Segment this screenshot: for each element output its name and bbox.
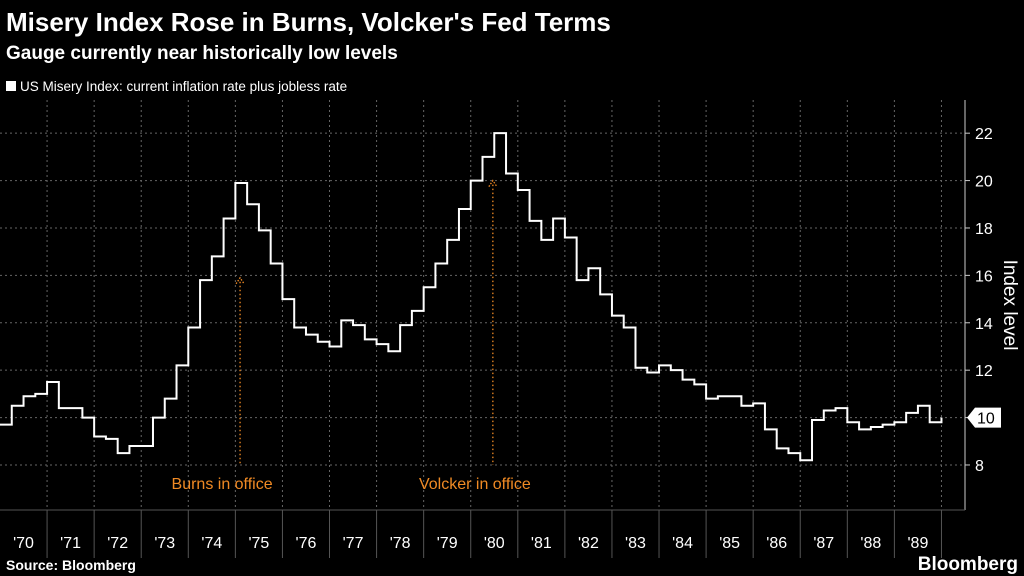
x-tick-label: '74 bbox=[201, 535, 222, 552]
x-tick-label: '89 bbox=[907, 535, 928, 552]
y-tick-label: 22 bbox=[975, 126, 993, 143]
x-tick-label: '86 bbox=[766, 535, 787, 552]
x-tick-label: '87 bbox=[813, 535, 834, 552]
annotation-arrowhead bbox=[488, 179, 498, 187]
x-tick-label: '84 bbox=[672, 535, 693, 552]
y-tick-label: 8 bbox=[975, 458, 984, 475]
x-tick-label: '81 bbox=[531, 535, 552, 552]
annotation-text: Burns in office bbox=[172, 476, 273, 493]
x-tick-label: '71 bbox=[60, 535, 81, 552]
x-tick-label: '75 bbox=[248, 535, 269, 552]
last-value-label: 10 bbox=[977, 411, 995, 428]
legend-swatch bbox=[6, 81, 16, 91]
last-value-marker bbox=[967, 407, 1001, 428]
x-tick-label: '80 bbox=[484, 535, 505, 552]
y-tick-label: 16 bbox=[975, 268, 993, 285]
y-tick-label: 12 bbox=[975, 363, 993, 380]
x-tick-label: '78 bbox=[390, 535, 411, 552]
x-tick-label: '73 bbox=[154, 535, 175, 552]
x-tick-label: '83 bbox=[625, 535, 646, 552]
y-tick-label: 14 bbox=[975, 316, 993, 333]
legend-label: US Misery Index: current inflation rate … bbox=[20, 79, 347, 94]
x-tick-label: '76 bbox=[296, 535, 317, 552]
brand: Bloomberg bbox=[918, 554, 1018, 575]
source: Source: Bloomberg bbox=[6, 557, 136, 573]
x-tick-label: '77 bbox=[343, 535, 364, 552]
x-tick-label: '85 bbox=[719, 535, 740, 552]
annotation-text: Volcker in office bbox=[419, 476, 531, 493]
y-tick-label: 20 bbox=[975, 174, 993, 191]
chart-title: Misery Index Rose in Burns, Volcker's Fe… bbox=[6, 7, 611, 37]
chart-subtitle: Gauge currently near historically low le… bbox=[6, 43, 398, 64]
x-tick-label: '70 bbox=[13, 535, 34, 552]
data-line bbox=[0, 132, 943, 462]
y-tick-label: 18 bbox=[975, 221, 993, 238]
x-tick-label: '88 bbox=[860, 535, 881, 552]
x-tick-label: '82 bbox=[578, 535, 599, 552]
x-tick-label: '79 bbox=[437, 535, 458, 552]
x-tick-label: '72 bbox=[107, 535, 128, 552]
annotation-arrowhead bbox=[235, 276, 245, 285]
y-axis-label: Index level bbox=[999, 260, 1020, 351]
